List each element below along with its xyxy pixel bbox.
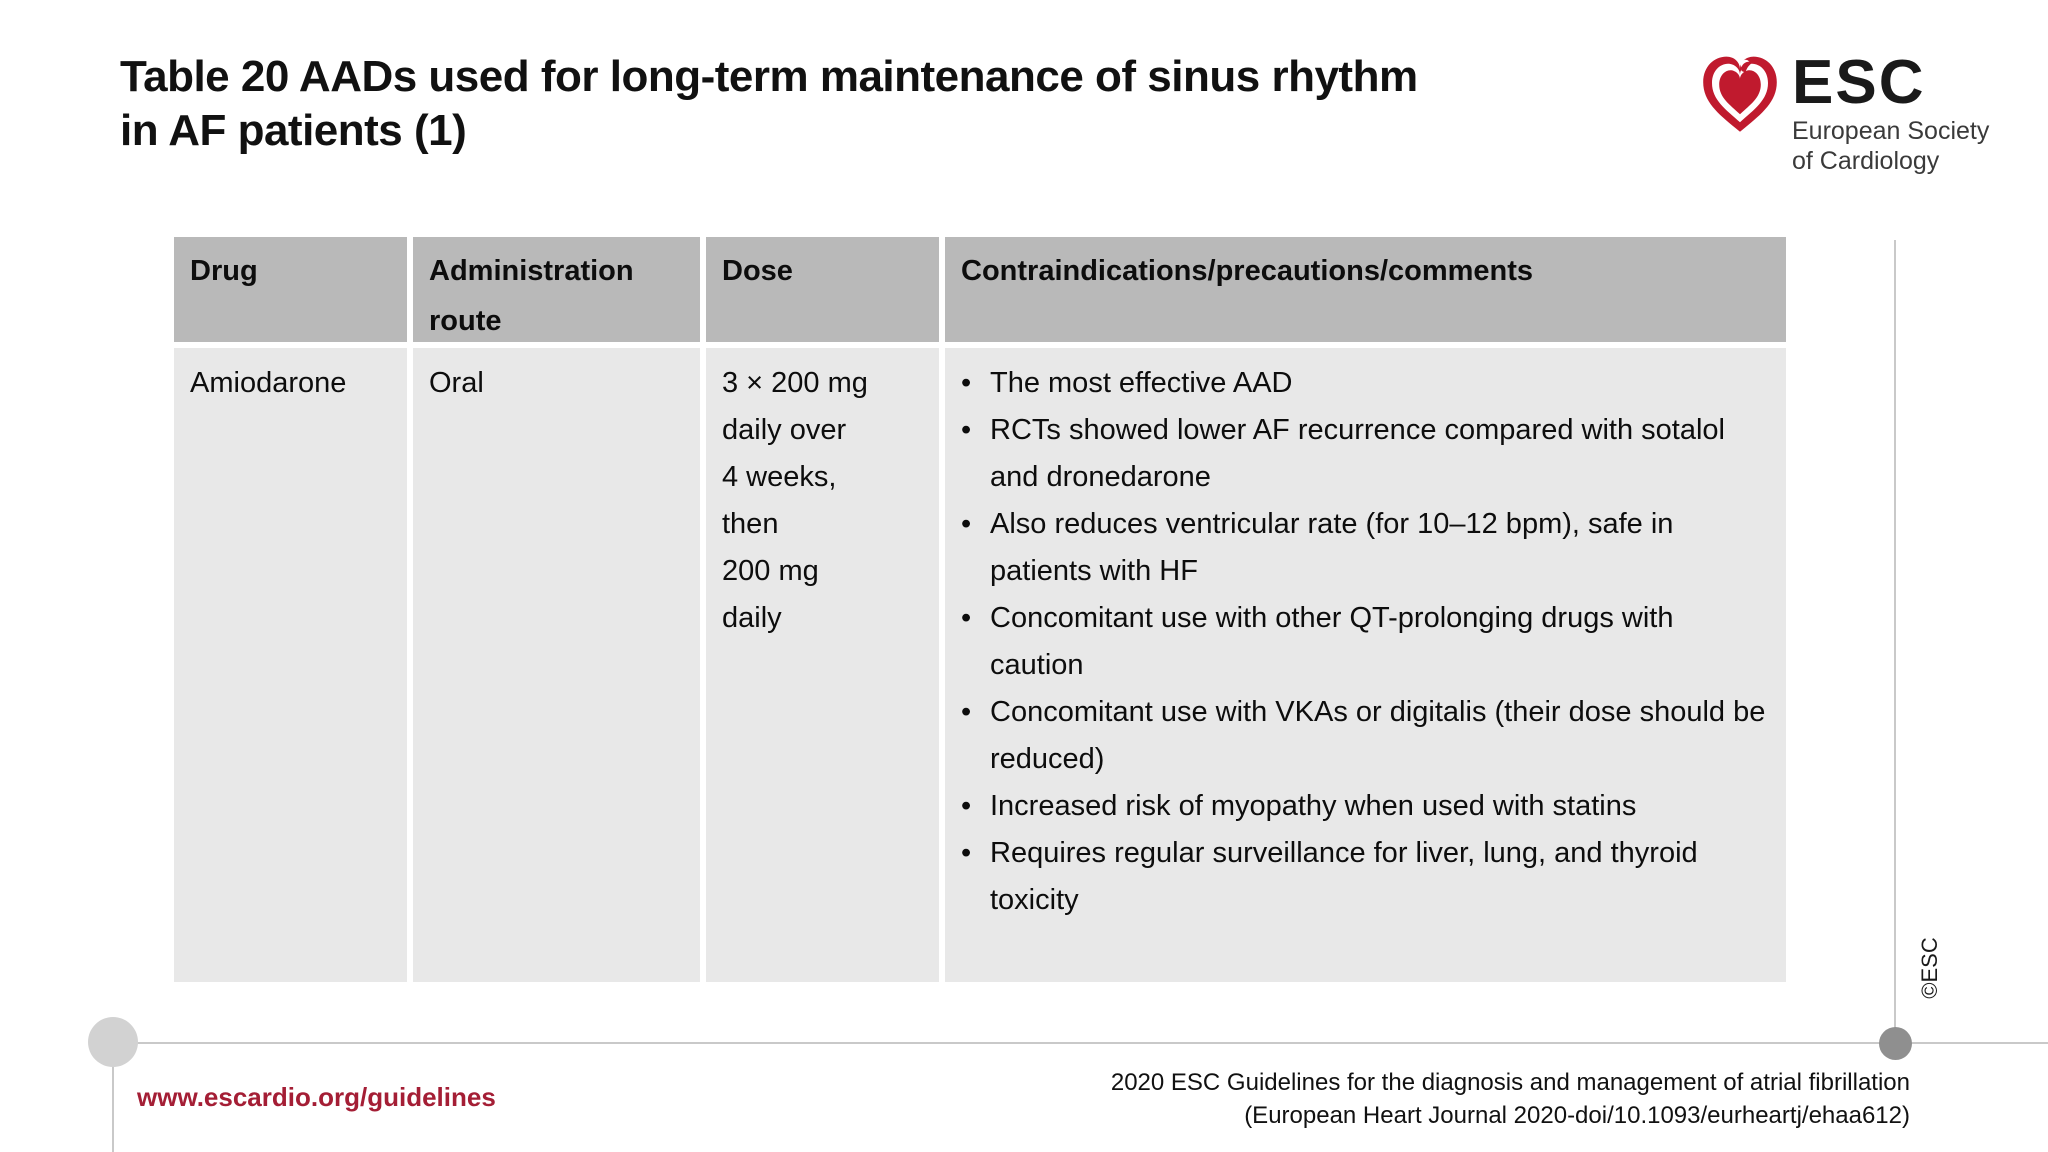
bullet-marker: • [961, 696, 972, 728]
esc-logo-subtitle: European Society of Cardiology [1792, 116, 1989, 176]
list-item: • The most effective AAD [961, 360, 1770, 407]
comment-text: Concomitant use with other QT-prolonging… [990, 602, 1674, 681]
cell-route: Oral [413, 348, 700, 982]
list-item: • Concomitant use with VKAs or digitalis … [961, 689, 1770, 783]
citation: 2020 ESC Guidelines for the diagnosis an… [1111, 1066, 1910, 1132]
esc-logo-subtitle-line1: European Society [1792, 117, 1990, 145]
dose-line: 200 mg [722, 555, 819, 587]
esc-logo-text: ESC European Society of Cardiology [1792, 52, 1989, 176]
column-header-contraindications: Contraindications/precautions/comments [945, 237, 1786, 342]
column-header-administration-route: Administration route [413, 237, 700, 342]
dose-line: then [722, 508, 779, 540]
comment-text: Concomitant use with VKAs or digitalis (… [990, 696, 1766, 775]
comment-text: RCTs showed lower AF recurrence compared… [990, 414, 1725, 493]
esc-logo: ESC European Society of Cardiology [1700, 52, 1989, 176]
cell-drug: Amiodarone [174, 348, 407, 982]
dose-line: 4 weeks, [722, 461, 837, 493]
heart-icon [1703, 56, 1777, 132]
dose-line: daily [722, 602, 782, 634]
page-title-line2: in AF patients (1) [120, 106, 467, 155]
dose-line: daily over [722, 414, 847, 446]
right-line-end-circle [1879, 1027, 1912, 1060]
aad-table: Drug Administration route Dose Contraind… [174, 237, 1786, 982]
bullet-marker: • [961, 414, 972, 446]
comment-text: Requires regular surveillance for liver,… [990, 837, 1698, 916]
esc-logo-subtitle-line2: of Cardiology [1792, 147, 1940, 175]
column-header-drug: Drug [174, 237, 407, 342]
left-vertical-divider [112, 1042, 114, 1152]
list-item: • Also reduces ventricular rate (for 10–1… [961, 501, 1770, 595]
comment-text: Increased risk of myopathy when used wit… [990, 790, 1637, 822]
cell-dose: 3 × 200 mg daily over 4 weeks, then 200 … [706, 348, 939, 982]
guidelines-website-link[interactable]: www.escardio.org/guidelines [137, 1082, 496, 1112]
bullet-marker: • [961, 790, 972, 822]
right-vertical-divider [1894, 240, 1896, 1043]
bullet-marker: • [961, 602, 972, 634]
copyright-esc: ©ESC [1917, 937, 1942, 999]
bullet-marker: • [961, 837, 972, 869]
page-title: Table 20 AADs used for long-term mainten… [120, 50, 1418, 158]
page-title-line1: Table 20 AADs used for long-term mainten… [120, 52, 1418, 101]
list-item: • Concomitant use with other QT-prolongin… [961, 595, 1770, 689]
cell-comments: • The most effective AAD • RCTs showed low… [945, 348, 1786, 982]
left-line-end-circle [88, 1017, 138, 1067]
column-header-dose: Dose [706, 237, 939, 342]
citation-line2: (European Heart Journal 2020-doi/10.1093… [1244, 1102, 1910, 1129]
comment-text: The most effective AAD [990, 367, 1293, 399]
dose-line: 3 × 200 mg [722, 367, 868, 399]
list-item: • Requires regular surveillance for liver… [961, 830, 1770, 924]
comment-text: Also reduces ventricular rate (for 10–12… [990, 508, 1674, 587]
citation-line1: 2020 ESC Guidelines for the diagnosis an… [1110, 1069, 1910, 1096]
comments-list: • The most effective AAD • RCTs showed low… [961, 360, 1770, 924]
bullet-marker: • [961, 508, 972, 540]
list-item: • RCTs showed lower AF recurrence compare… [961, 407, 1770, 501]
esc-logo-acronym: ESC [1792, 48, 1926, 117]
footer-horizontal-divider [112, 1042, 2048, 1044]
list-item: • Increased risk of myopathy when used wi… [961, 783, 1770, 830]
bullet-marker: • [961, 367, 972, 399]
